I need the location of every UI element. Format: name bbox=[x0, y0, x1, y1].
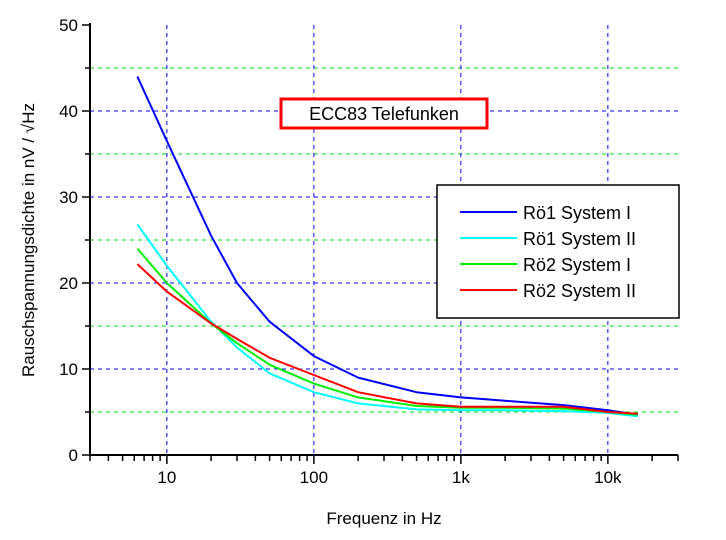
x-axis-label: Frequenz in Hz bbox=[326, 509, 441, 528]
y-axis-label: Rauschspannungsdichte in nV / √Hz bbox=[19, 103, 38, 377]
y-tick-label: 20 bbox=[59, 274, 78, 293]
x-tick-label: 10k bbox=[594, 468, 622, 487]
legend-label: Rö2 System I bbox=[523, 255, 631, 275]
series-lines bbox=[136, 76, 639, 418]
series-line-1 bbox=[136, 76, 639, 416]
legend-label: Rö1 System I bbox=[523, 203, 631, 223]
legend-label: Rö2 System II bbox=[523, 281, 636, 301]
y-tick-label: 0 bbox=[69, 446, 78, 465]
y-tick-label: 40 bbox=[59, 102, 78, 121]
legend-label: Rö1 System II bbox=[523, 229, 636, 249]
x-tick-label: 100 bbox=[300, 468, 328, 487]
chart-title: ECC83 Telefunken bbox=[309, 104, 459, 124]
x-tick-label: 10 bbox=[157, 468, 176, 487]
y-tick-label: 30 bbox=[59, 188, 78, 207]
axes: 10 100 1k 10k 0 10 20 30 40 50 bbox=[59, 16, 679, 487]
series-line-4 bbox=[136, 263, 638, 415]
legend: Rö1 System I Rö1 System II Rö2 System I Rö2… bbox=[436, 184, 680, 319]
y-tick-label: 10 bbox=[59, 360, 78, 379]
y-tick-label: 50 bbox=[59, 16, 78, 35]
title-box: ECC83 Telefunken bbox=[279, 97, 489, 130]
x-tick-label: 1k bbox=[452, 468, 470, 487]
series-line-2 bbox=[136, 223, 639, 418]
